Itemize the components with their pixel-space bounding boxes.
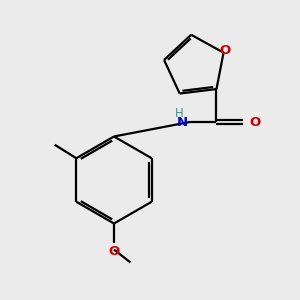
Text: O: O bbox=[108, 245, 120, 258]
Text: O: O bbox=[249, 116, 260, 128]
Text: H: H bbox=[175, 107, 183, 120]
Text: N: N bbox=[177, 116, 188, 128]
Text: O: O bbox=[219, 44, 231, 57]
